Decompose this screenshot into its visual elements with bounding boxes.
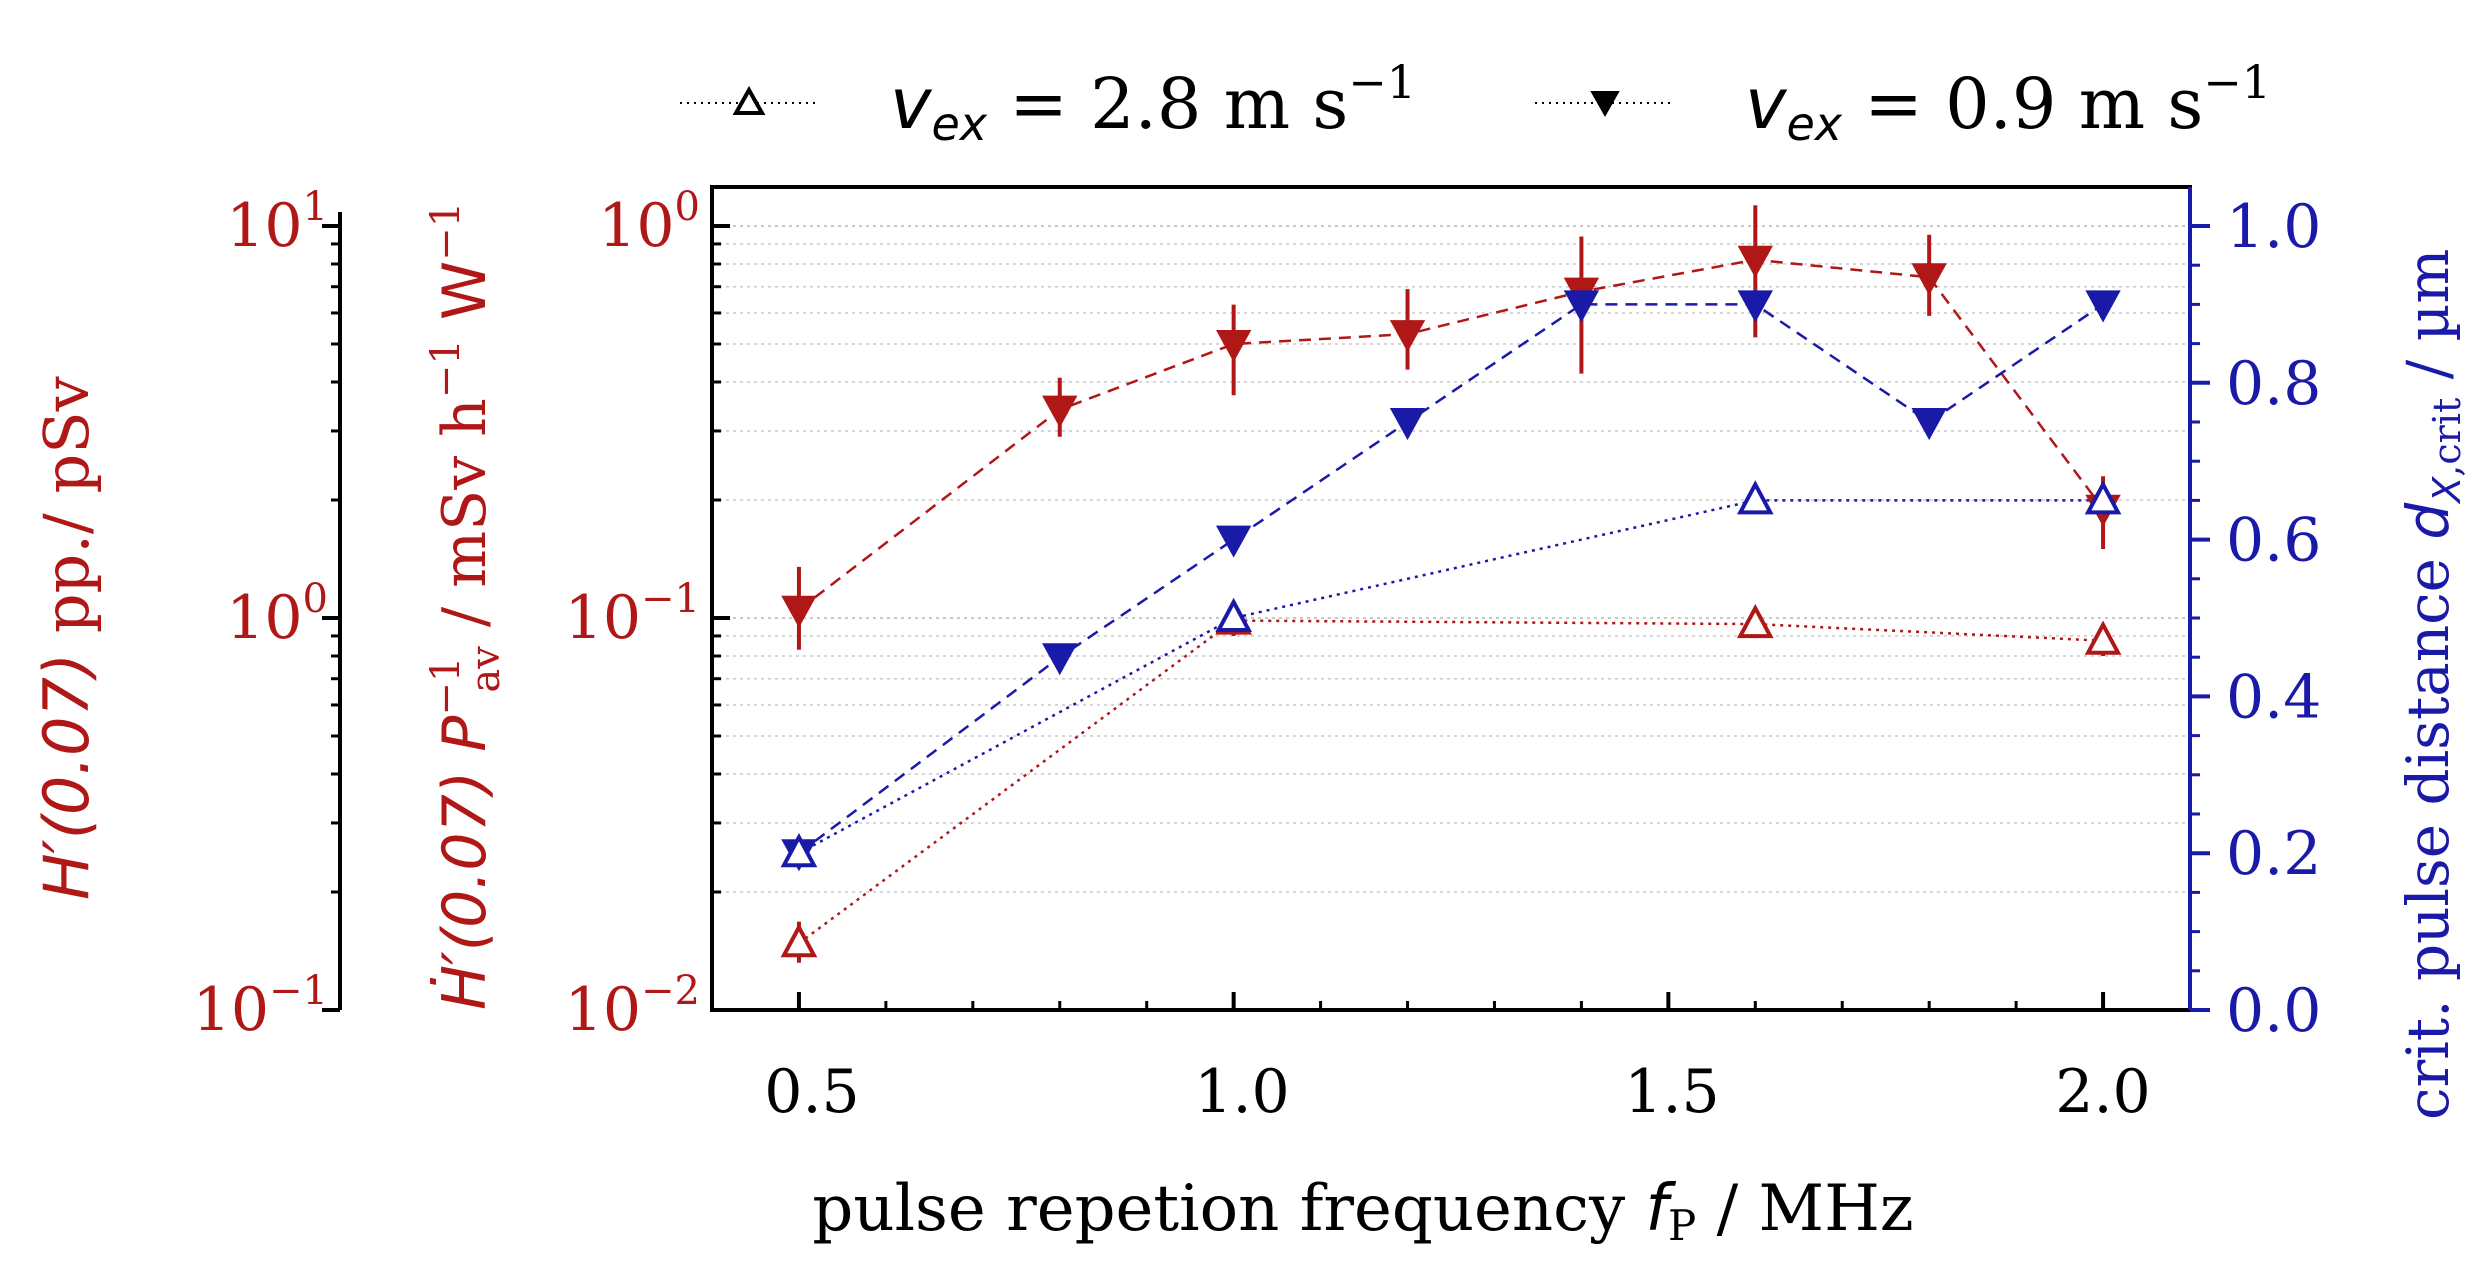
legend-label-fast: vex = 2.8 m s−1 — [890, 55, 1416, 151]
series-line — [798, 258, 2105, 611]
series-line — [798, 499, 2104, 855]
legend-marker-triangle-up — [732, 85, 766, 115]
x-tick-label: 2.0 — [2055, 1057, 2150, 1127]
data-point-marker — [1911, 263, 1947, 296]
data-point-marker — [1563, 290, 1600, 323]
data-point-marker — [1737, 245, 1773, 278]
y-inner-axis-label: Ḣ′(0.07) P−1av / mSv h−1 W−1 — [423, 202, 509, 1010]
y-inner-tick-label: 10−1 — [565, 576, 700, 653]
y-right-tick-label: 1.0 — [2226, 192, 2321, 262]
y-right-tick-label: 0.8 — [2226, 349, 2321, 419]
data-point-marker — [1215, 525, 1252, 558]
data-point-marker — [1215, 597, 1252, 632]
y-inner-tick-label: 10−2 — [565, 968, 700, 1045]
y-axis-dose-per-pulse: 10−1 100 101 H′(0.07) pp./ pSv — [30, 184, 342, 1045]
y-left-ticks — [322, 224, 730, 1012]
y-right-tick-label: 0.2 — [2226, 819, 2321, 889]
series-lines — [798, 258, 2105, 945]
data-point-marker — [780, 923, 818, 958]
plot-frame — [710, 185, 2192, 1012]
y-right-ticks: 0.0 0.2 0.4 0.6 0.8 1.0 — [2190, 192, 2321, 1046]
series-line — [798, 303, 2104, 855]
y-axis-dose-rate: 10−2 10−1 100 Ḣ′(0.07) P−1av / mSv h−1 W… — [423, 184, 700, 1045]
data-point-marker — [1042, 395, 1078, 428]
data-point-marker — [2085, 290, 2121, 323]
x-ticks — [796, 992, 2106, 1010]
markers — [780, 245, 2122, 958]
y-right-tick-label: 0.6 — [2226, 506, 2321, 576]
legend-label-slow: vex = 0.9 m s−1 — [1745, 55, 2271, 151]
data-point-marker — [2084, 620, 2122, 655]
y-outer-tick-label: 100 — [226, 576, 328, 653]
data-point-marker — [1215, 330, 1252, 363]
grid-lines — [712, 225, 2190, 1011]
y-axis-pulse-distance: crit. pulse distance dX,crit / µm — [2394, 249, 2469, 1120]
y-right-tick-label: 0.4 — [2226, 662, 2321, 732]
data-point-marker — [1736, 603, 1774, 639]
x-axis-label: pulse repetion frequency fP / MHz — [812, 1172, 1913, 1250]
data-point-marker — [1389, 320, 1426, 353]
series-line — [798, 619, 2104, 945]
x-axis: 0.5 1.0 1.5 2.0 pulse repetion frequency… — [764, 1057, 2150, 1250]
x-tick-label: 0.5 — [764, 1057, 859, 1127]
x-tick-label: 1.5 — [1624, 1057, 1719, 1127]
data-point-marker — [1389, 408, 1426, 441]
y-right-tick-label: 0.0 — [2226, 976, 2321, 1046]
legend-marker-triangle-down — [1590, 91, 1620, 118]
legend: vex = 2.8 m s−1 vex = 0.9 m s−1 — [680, 55, 2271, 151]
y-outer-axis-label: H′(0.07) pp./ pSv — [30, 376, 103, 900]
data-point-marker — [781, 595, 817, 628]
data-point-marker — [1736, 480, 1774, 515]
data-point-marker — [1042, 643, 1078, 676]
x-tick-label: 1.0 — [1194, 1057, 1289, 1127]
data-point-marker — [2084, 480, 2122, 515]
y-outer-tick-label: 101 — [226, 184, 328, 261]
y-outer-tick-label: 10−1 — [193, 968, 328, 1045]
data-point-marker — [1911, 408, 1947, 441]
data-point-marker — [1737, 290, 1773, 323]
error-bars — [796, 205, 2106, 963]
y-inner-tick-label: 100 — [598, 184, 700, 261]
data-point-marker — [780, 832, 818, 868]
y-right-axis-label: crit. pulse distance dX,crit / µm — [2394, 249, 2469, 1120]
